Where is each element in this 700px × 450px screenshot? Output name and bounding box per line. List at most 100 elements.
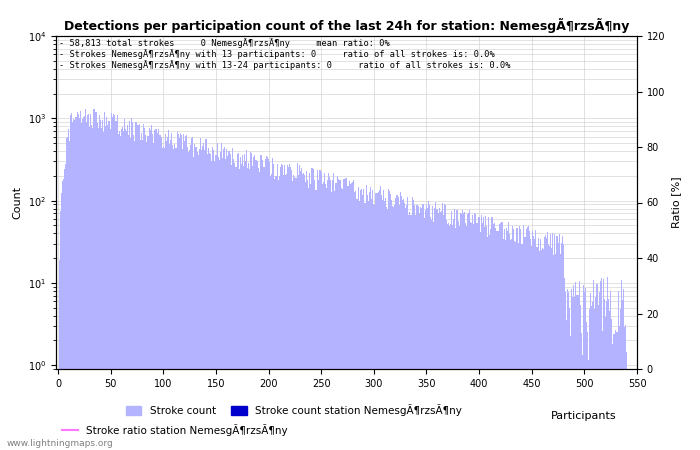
Y-axis label: Count: Count bbox=[12, 186, 22, 219]
Bar bbox=[505, 240, 506, 450]
Bar bbox=[512, 226, 513, 450]
Bar bbox=[314, 180, 316, 450]
Bar bbox=[590, 293, 592, 450]
Text: Participants: Participants bbox=[550, 411, 616, 421]
Bar bbox=[611, 319, 612, 450]
Bar bbox=[109, 121, 110, 450]
Bar bbox=[281, 164, 282, 450]
Bar bbox=[394, 205, 395, 450]
Bar bbox=[571, 289, 573, 450]
Bar bbox=[510, 240, 511, 450]
Bar bbox=[267, 157, 268, 450]
Bar bbox=[230, 153, 231, 450]
Bar bbox=[251, 153, 252, 450]
Bar bbox=[237, 153, 239, 450]
Bar bbox=[462, 210, 463, 450]
Bar bbox=[61, 194, 62, 450]
Bar bbox=[233, 159, 235, 450]
Bar bbox=[147, 136, 148, 450]
Bar bbox=[475, 214, 477, 450]
Bar bbox=[111, 113, 112, 450]
Bar bbox=[124, 119, 125, 450]
Bar bbox=[210, 154, 211, 450]
Bar bbox=[273, 164, 274, 450]
Bar bbox=[578, 295, 579, 450]
Bar bbox=[197, 155, 199, 450]
Bar bbox=[456, 210, 458, 450]
Bar bbox=[468, 213, 469, 450]
Bar bbox=[184, 141, 185, 450]
Y-axis label: Ratio [%]: Ratio [%] bbox=[671, 177, 681, 228]
Bar bbox=[342, 189, 343, 450]
Bar bbox=[288, 167, 289, 450]
Bar bbox=[269, 162, 270, 450]
Bar bbox=[547, 232, 548, 450]
Bar bbox=[71, 113, 72, 450]
Bar bbox=[580, 305, 581, 450]
Bar bbox=[528, 226, 529, 450]
Bar bbox=[532, 231, 533, 450]
Bar bbox=[540, 250, 542, 450]
Bar bbox=[487, 237, 488, 450]
Bar bbox=[246, 150, 247, 450]
Bar bbox=[182, 148, 183, 450]
Bar bbox=[433, 221, 435, 450]
Bar bbox=[280, 167, 281, 450]
Bar bbox=[176, 131, 178, 450]
Bar bbox=[122, 130, 124, 450]
Bar bbox=[392, 206, 393, 450]
Bar bbox=[377, 192, 379, 450]
Bar bbox=[76, 112, 78, 450]
Bar bbox=[284, 165, 285, 450]
Bar bbox=[69, 140, 70, 450]
Bar bbox=[239, 157, 241, 450]
Bar bbox=[398, 205, 400, 450]
Bar bbox=[276, 164, 278, 450]
Bar bbox=[149, 128, 150, 450]
Legend: Stroke ratio station NemesgÃ¶rzsÃ¶ny: Stroke ratio station NemesgÃ¶rzsÃ¶ny bbox=[58, 420, 292, 440]
Bar bbox=[424, 218, 425, 450]
Bar bbox=[167, 137, 168, 450]
Bar bbox=[527, 226, 528, 450]
Bar bbox=[163, 146, 164, 450]
Bar bbox=[372, 190, 373, 450]
Bar bbox=[396, 195, 398, 450]
Bar bbox=[66, 139, 67, 450]
Bar bbox=[619, 326, 620, 450]
Bar bbox=[229, 151, 230, 450]
Bar bbox=[506, 228, 507, 450]
Bar bbox=[492, 217, 493, 450]
Bar bbox=[549, 246, 550, 450]
Bar bbox=[333, 173, 335, 450]
Bar bbox=[428, 201, 429, 450]
Bar bbox=[417, 206, 419, 450]
Bar bbox=[68, 129, 69, 450]
Bar bbox=[264, 167, 265, 450]
Bar bbox=[586, 322, 587, 450]
Bar bbox=[148, 136, 149, 450]
Bar bbox=[325, 184, 326, 450]
Bar bbox=[159, 135, 160, 450]
Bar bbox=[274, 179, 276, 450]
Bar bbox=[606, 301, 607, 450]
Bar bbox=[227, 157, 228, 450]
Bar bbox=[582, 356, 583, 450]
Bar bbox=[360, 189, 362, 450]
Bar bbox=[203, 143, 204, 450]
Bar bbox=[118, 131, 120, 450]
Bar bbox=[400, 196, 402, 450]
Bar bbox=[316, 170, 318, 450]
Bar bbox=[579, 281, 580, 450]
Bar bbox=[544, 237, 545, 450]
Bar bbox=[393, 207, 394, 450]
Bar bbox=[254, 155, 256, 450]
Legend: Stroke count, Stroke count station NemesgÃ¶rzsÃ¶ny: Stroke count, Stroke count station Nemes… bbox=[122, 400, 466, 420]
Bar bbox=[160, 135, 161, 450]
Bar bbox=[287, 165, 288, 450]
Bar bbox=[199, 138, 201, 450]
Bar bbox=[188, 153, 189, 450]
Bar bbox=[320, 170, 321, 450]
Bar bbox=[465, 223, 466, 450]
Bar bbox=[530, 238, 531, 450]
Bar bbox=[354, 192, 356, 450]
